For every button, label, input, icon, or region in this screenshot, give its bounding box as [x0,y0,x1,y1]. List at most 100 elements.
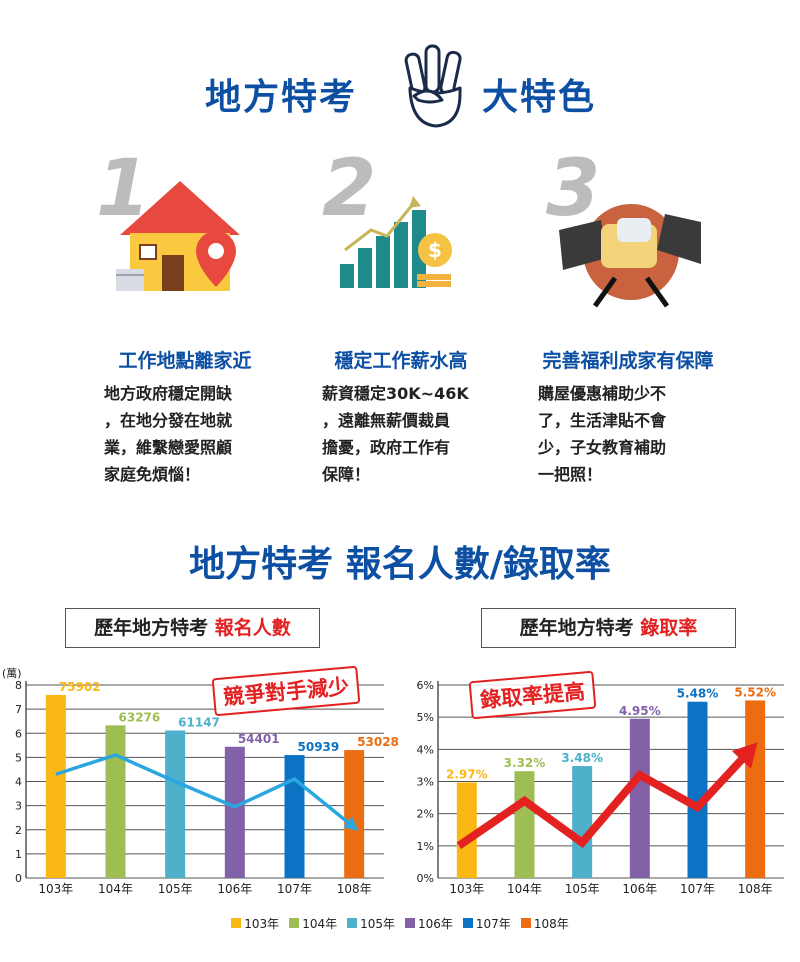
chart-legend: 103年 104年 105年 106年 107年 108年 [0,913,800,933]
y-tick-label: 3% [417,776,434,789]
data-label: 3.48% [561,751,603,765]
bar [629,718,650,878]
trend-arrow-head [731,742,758,769]
main-header: 地方特考 大特色 [0,44,800,128]
x-tick-label: 107年 [680,882,715,896]
y-tick-label: 7 [15,703,22,716]
y-tick-label: 0% [417,872,434,885]
data-label: 63276 [119,710,161,724]
data-label: 75902 [59,680,101,694]
header-right-text: 大特色 [482,77,597,118]
growth-chart-money-icon: $ [340,196,452,288]
feature-1-title: 工作地點離家近 [118,350,252,372]
bar [687,701,708,878]
right-chart-title-highlight: 錄取率 [640,617,698,639]
data-label: 53028 [357,735,399,749]
bar [105,725,126,878]
trend-arrow-line [456,746,755,850]
legend-item: 108年 [520,913,569,933]
y-tick-label: 6 [15,727,22,740]
y-tick-label: 4% [417,743,434,756]
x-tick-label: 106年 [622,882,657,896]
data-label: 3.32% [504,756,546,770]
handshake-icon [559,204,701,308]
applicants-chart: 0 1 2 3 4 5 6 7 8(萬) 75902 103年 63276 104年 61147 105年 5… [2,667,399,896]
data-label: 5.52% [734,685,776,699]
legend-swatch [520,918,531,928]
legend-label: 107年 [475,916,511,931]
y-tick-label: 8 [15,679,22,692]
legend-item: 105年 [347,913,395,933]
bar [514,771,535,878]
feature-2-number: 2 [322,144,377,234]
legend-swatch [289,918,300,928]
legend-item: 104年 [289,913,337,933]
feature-3-number: 3 [546,144,601,234]
header-left-text: 地方特考 [205,77,358,118]
feature-2-title: 穩定工作薪水高 [334,350,468,372]
admission-rate-chart: 0% 1% 2% 3% 4% 5% 6% 2.97% 103年 3.32% 104年 3.48% 105… [417,679,784,896]
left-chart-title-prefix: 歷年地方特考 [94,617,215,639]
legend-swatch [405,918,415,928]
left-chart-title: 歷年地方特考 報名人數 [65,608,320,648]
y-tick-label: 2% [417,808,434,821]
y-tick-label: 1 [15,848,22,861]
feature-2-desc: 薪資穩定30K~46K ，遠離無薪價裁員 擔憂，政府工作有 保障！ [322,384,469,484]
legend-swatch [462,918,473,928]
data-label: 4.95% [619,704,661,718]
y-tick-label: 5% [417,711,434,724]
legend-item: 103年 [231,913,279,933]
data-label: 5.48% [677,687,719,701]
bar [572,766,593,878]
svg-text:$: $ [428,238,442,262]
x-tick-label: 103年 [449,882,484,896]
y-tick-label: 4 [15,776,22,789]
legend-swatch [231,918,242,928]
y-tick-label: 1% [417,840,434,853]
data-label: 2.97% [446,767,488,781]
three-fingers-hand-icon [404,44,462,128]
legend-label: 104年 [302,916,338,931]
x-tick-label: 108年 [337,882,372,896]
x-tick-label: 103年 [38,882,73,896]
section-title: 地方特考 報名人數/錄取率 [189,544,611,585]
feature-1-number: 1 [96,144,151,234]
legend-label: 105年 [360,916,395,931]
legend-label: 106年 [418,916,453,931]
feature-1-desc: 地方政府穩定開缺 ，在地分發在地就 業，維繫戀愛照顧 家庭免煩惱！ [104,384,233,484]
bar [456,782,477,878]
bar [344,750,365,878]
trend-arrow-head [343,816,359,831]
x-tick-label: 105年 [158,882,193,896]
legend-item: 107年 [462,913,511,933]
x-tick-label: 106年 [217,882,252,896]
x-tick-label: 108年 [738,882,773,896]
x-tick-label: 107年 [277,882,312,896]
left-chart-title-highlight: 報名人數 [214,617,291,639]
legend-label: 103年 [244,916,280,931]
data-label: 50939 [298,740,340,754]
legend-label: 108年 [533,916,569,931]
feature-3-title: 完善福利成家有保障 [542,350,714,372]
house-location-icon [116,181,240,291]
x-tick-label: 105年 [565,882,600,896]
y-tick-label: 6% [417,679,434,692]
bar [745,700,766,878]
right-chart-title: 歷年地方特考 錄取率 [481,608,736,648]
y-tick-label: 2 [15,824,22,837]
feature-3-desc: 購屋優惠補助少不 了，生活津貼不會 少，子女教育補助 一把照！ [538,384,667,484]
bar [224,746,245,878]
x-tick-label: 104年 [98,882,133,896]
y-tick-label: 5 [15,751,22,764]
trend-arrow-line [55,753,356,829]
legend-swatch [347,918,358,928]
bar [284,755,305,878]
right-chart-title-prefix: 歷年地方特考 [519,617,641,639]
y-unit-label: (萬) [2,667,22,680]
legend-item: 106年 [405,913,453,933]
x-tick-label: 104年 [507,882,542,896]
data-label: 54401 [238,732,280,746]
bar [165,730,186,878]
bar [45,694,66,878]
data-label: 61147 [178,715,220,729]
